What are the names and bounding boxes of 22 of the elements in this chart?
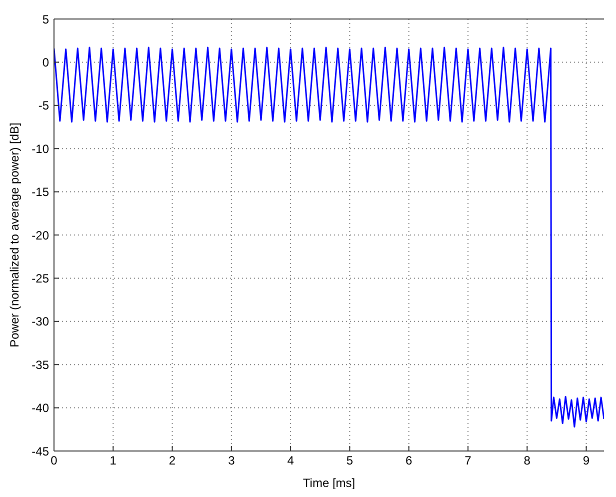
y-axis-title: Power (normalized to average power) [dB] xyxy=(7,122,22,348)
x-tick-label: 4 xyxy=(287,454,294,468)
y-tick-label: -45 xyxy=(32,444,50,458)
y-tick-label: -30 xyxy=(32,314,50,329)
x-tick-label: 2 xyxy=(168,454,176,468)
y-tick-label: -5 xyxy=(38,98,50,113)
x-tick-label: 3 xyxy=(228,454,236,468)
x-tick-label: 1 xyxy=(110,454,117,468)
x-tick-label: 7 xyxy=(464,454,472,468)
x-tick-label: 8 xyxy=(524,454,531,468)
y-tick-label: -40 xyxy=(32,401,50,416)
y-tick-label: 5 xyxy=(42,12,50,26)
y-tick-label: 0 xyxy=(42,55,50,70)
x-tick-label: 9 xyxy=(582,454,590,468)
x-tick-label: 5 xyxy=(346,454,354,468)
line-series xyxy=(54,46,604,428)
y-tick-label: -35 xyxy=(32,358,50,372)
y-tick-label: -15 xyxy=(32,185,50,200)
y-tick-label: -10 xyxy=(32,142,50,156)
x-tick-label: 6 xyxy=(405,454,412,468)
y-tick-label: -25 xyxy=(32,271,50,286)
y-tick-label: -20 xyxy=(32,228,50,242)
